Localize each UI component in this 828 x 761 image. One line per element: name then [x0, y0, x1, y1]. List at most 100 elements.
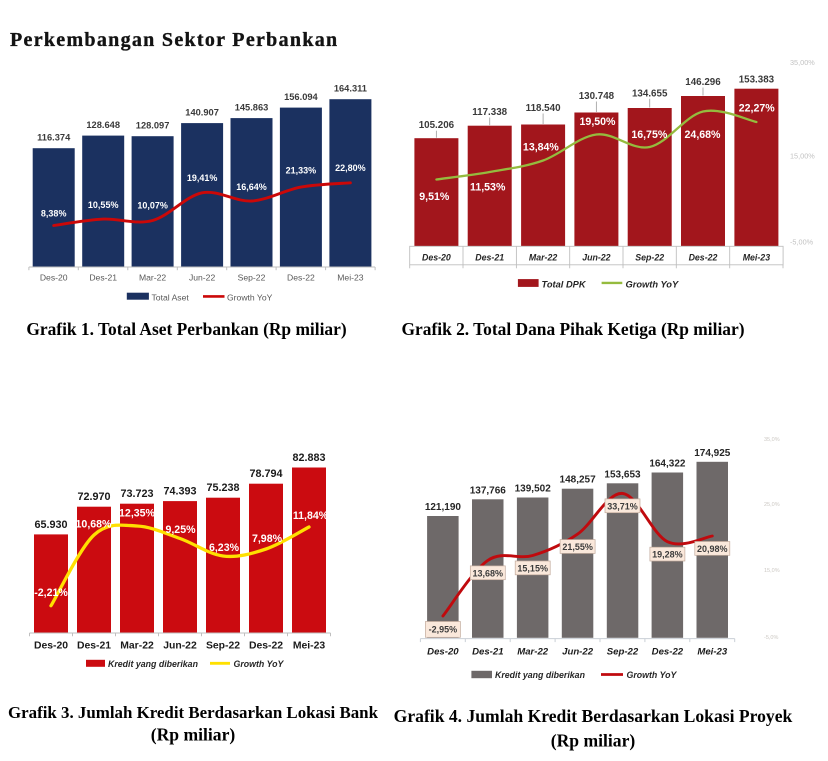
svg-text:Kredit yang diberikan: Kredit yang diberikan	[495, 670, 585, 680]
svg-text:Des-22: Des-22	[287, 273, 315, 283]
svg-text:Growth YoY: Growth YoY	[234, 659, 285, 669]
svg-text:128.648: 128.648	[86, 120, 120, 130]
svg-text:75.238: 75.238	[206, 482, 239, 494]
svg-text:Total Aset: Total Aset	[152, 292, 190, 302]
svg-text:Grafik 3. Jumlah Kredit Berdas: Grafik 3. Jumlah Kredit Berdasarkan Loka…	[8, 703, 379, 722]
svg-text:10,55%: 10,55%	[88, 200, 119, 210]
svg-text:Mei-23: Mei-23	[697, 646, 728, 657]
svg-text:Grafik 4. Jumlah Kredit Berdas: Grafik 4. Jumlah Kredit Berdasarkan Loka…	[394, 706, 793, 726]
svg-text:105.206: 105.206	[419, 120, 455, 131]
svg-text:148,257: 148,257	[560, 475, 597, 486]
svg-text:Mar-22: Mar-22	[529, 252, 557, 262]
svg-text:10,07%: 10,07%	[137, 201, 168, 211]
svg-text:8,38%: 8,38%	[41, 209, 67, 219]
svg-text:82.883: 82.883	[292, 452, 325, 464]
svg-text:Grafik 1. Total Aset Perbankan: Grafik 1. Total Aset Perbankan (Rp milia…	[26, 319, 346, 339]
svg-text:73.723: 73.723	[120, 488, 153, 500]
svg-text:174,925: 174,925	[694, 448, 731, 459]
svg-text:65.930: 65.930	[34, 519, 67, 531]
svg-text:140.907: 140.907	[185, 108, 219, 118]
svg-text:164,322: 164,322	[649, 459, 686, 470]
svg-text:Des-20: Des-20	[34, 641, 68, 652]
svg-text:118.540: 118.540	[526, 103, 561, 114]
svg-text:11,53%: 11,53%	[470, 181, 506, 193]
svg-text:128.097: 128.097	[136, 121, 170, 131]
svg-text:7,98%: 7,98%	[252, 533, 283, 545]
svg-text:-5,0%: -5,0%	[764, 635, 778, 641]
svg-text:11,84%: 11,84%	[293, 510, 329, 522]
svg-text:117.338: 117.338	[472, 107, 507, 118]
svg-text:Mar-22: Mar-22	[120, 641, 154, 652]
svg-text:9,25%: 9,25%	[165, 524, 196, 536]
svg-text:130.748: 130.748	[579, 91, 615, 102]
svg-text:Des-20: Des-20	[40, 273, 68, 283]
svg-text:13,68%: 13,68%	[473, 568, 504, 578]
svg-text:72.970: 72.970	[77, 491, 110, 503]
svg-text:121,190: 121,190	[425, 502, 462, 513]
svg-text:164.311: 164.311	[334, 84, 367, 94]
svg-text:(Rp miliar): (Rp miliar)	[551, 731, 636, 751]
svg-text:(Rp miliar): (Rp miliar)	[151, 725, 236, 745]
svg-text:Des-21: Des-21	[77, 641, 111, 652]
svg-text:153.383: 153.383	[739, 74, 775, 85]
svg-text:Mei-23: Mei-23	[293, 641, 326, 652]
svg-text:15,15%: 15,15%	[517, 563, 548, 573]
svg-text:19,28%: 19,28%	[652, 550, 683, 560]
svg-text:35,0%: 35,0%	[764, 437, 780, 443]
svg-text:-2,21%: -2,21%	[34, 587, 68, 599]
svg-text:21,33%: 21,33%	[286, 166, 317, 176]
svg-text:Kredit yang diberikan: Kredit yang diberikan	[108, 659, 198, 669]
svg-text:12,35%: 12,35%	[119, 507, 156, 519]
svg-text:Grafik 2. Total Dana Pihak Ket: Grafik 2. Total Dana Pihak Ketiga (Rp mi…	[402, 319, 745, 339]
svg-text:Mar-22: Mar-22	[517, 646, 549, 657]
svg-text:21,55%: 21,55%	[562, 542, 593, 552]
svg-text:Jun-22: Jun-22	[562, 646, 594, 657]
svg-text:Sep-22: Sep-22	[238, 273, 266, 283]
svg-text:Jun-22: Jun-22	[189, 273, 215, 283]
svg-text:15,0%: 15,0%	[764, 568, 780, 574]
svg-text:22,27%: 22,27%	[739, 103, 776, 115]
svg-text:78.794: 78.794	[249, 468, 282, 480]
svg-text:Mei-23: Mei-23	[337, 273, 363, 283]
svg-text:Sep-22: Sep-22	[635, 252, 664, 262]
svg-text:Growth YoY: Growth YoY	[626, 279, 679, 289]
svg-text:Growth YoY: Growth YoY	[227, 292, 273, 302]
svg-text:20,98%: 20,98%	[697, 544, 728, 554]
svg-text:16,75%: 16,75%	[631, 129, 668, 141]
svg-text:Mar-22: Mar-22	[139, 273, 166, 283]
svg-text:Jun-22: Jun-22	[582, 252, 610, 262]
svg-text:134.655: 134.655	[632, 88, 668, 99]
svg-text:139,502: 139,502	[515, 484, 552, 495]
svg-text:Jun-22: Jun-22	[163, 641, 197, 652]
svg-text:74.393: 74.393	[163, 486, 196, 498]
svg-text:22,80%: 22,80%	[335, 163, 366, 173]
svg-text:35,00%: 35,00%	[790, 58, 815, 67]
svg-text:Des-20: Des-20	[427, 646, 459, 657]
svg-text:Des-21: Des-21	[89, 273, 117, 283]
svg-text:Mei-23: Mei-23	[743, 252, 770, 262]
svg-text:145.863: 145.863	[235, 103, 269, 113]
svg-text:6,23%: 6,23%	[209, 542, 240, 554]
svg-text:153,653: 153,653	[604, 469, 641, 480]
svg-text:10,68%: 10,68%	[76, 519, 113, 531]
svg-text:Des-22: Des-22	[249, 641, 283, 652]
svg-text:Des-22: Des-22	[689, 252, 718, 262]
svg-text:16,64%: 16,64%	[236, 182, 267, 192]
svg-text:137,766: 137,766	[470, 485, 507, 496]
svg-text:Des-22: Des-22	[652, 646, 684, 657]
svg-text:-5,00%: -5,00%	[790, 238, 814, 247]
svg-text:Des-20: Des-20	[422, 252, 451, 262]
svg-text:13,84%: 13,84%	[523, 142, 560, 154]
svg-text:Des-21: Des-21	[475, 252, 504, 262]
svg-text:19,41%: 19,41%	[187, 173, 218, 183]
svg-text:33,71%: 33,71%	[607, 501, 638, 511]
svg-text:Growth YoY: Growth YoY	[627, 670, 678, 680]
svg-text:156.094: 156.094	[284, 92, 318, 102]
svg-text:19,50%: 19,50%	[580, 116, 617, 128]
svg-text:9,51%: 9,51%	[419, 191, 450, 203]
svg-text:Des-21: Des-21	[472, 646, 503, 657]
svg-text:-2,95%: -2,95%	[429, 625, 458, 635]
svg-text:146.296: 146.296	[685, 77, 721, 88]
svg-text:Sep-22: Sep-22	[206, 641, 240, 652]
svg-text:15,00%: 15,00%	[790, 152, 815, 161]
